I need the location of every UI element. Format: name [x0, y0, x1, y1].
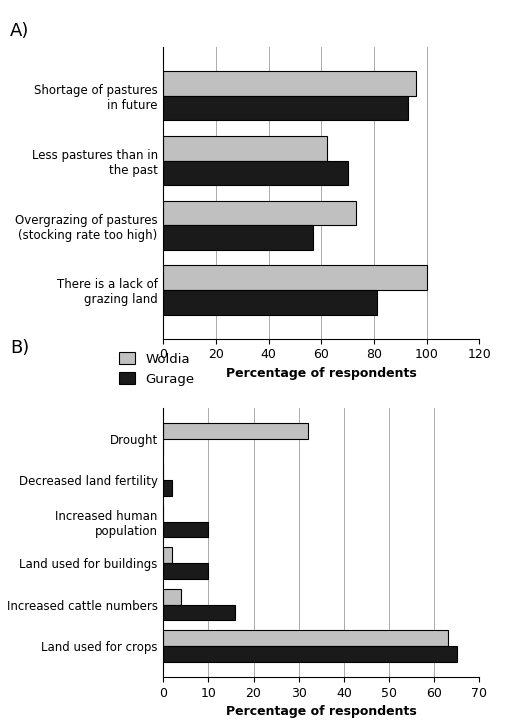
- Bar: [163, 522, 208, 537]
- X-axis label: Percentage of respondents: Percentage of respondents: [225, 705, 416, 719]
- Bar: [163, 604, 235, 620]
- Bar: [163, 290, 376, 314]
- Text: B): B): [10, 339, 30, 357]
- Bar: [163, 96, 408, 120]
- Bar: [163, 480, 172, 496]
- Legend: Woldia, Gurage: Woldia, Gurage: [119, 352, 194, 386]
- Bar: [163, 630, 447, 646]
- Bar: [163, 266, 426, 290]
- Bar: [163, 589, 181, 604]
- Bar: [163, 71, 415, 96]
- Bar: [163, 225, 313, 250]
- Bar: [163, 646, 456, 662]
- X-axis label: Percentage of respondents: Percentage of respondents: [225, 367, 416, 380]
- Bar: [163, 161, 347, 185]
- Text: A): A): [10, 22, 30, 40]
- Bar: [163, 201, 355, 225]
- Bar: [163, 423, 307, 439]
- Bar: [163, 547, 172, 563]
- Bar: [163, 136, 326, 161]
- Bar: [163, 563, 208, 579]
